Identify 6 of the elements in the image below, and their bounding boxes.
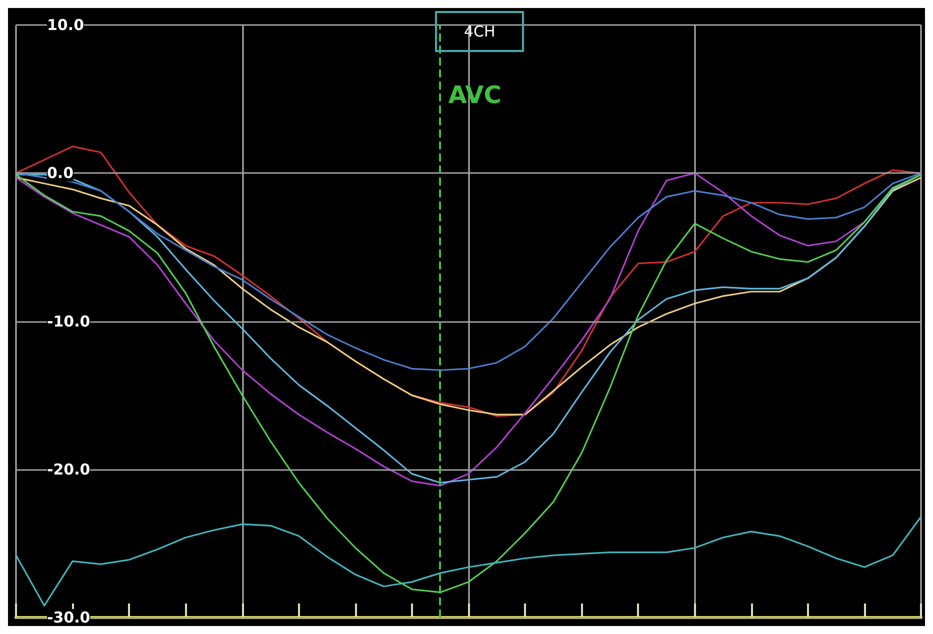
y-tick-label: -30.0 <box>47 608 90 626</box>
y-tick-label: -20.0 <box>47 460 90 478</box>
y-tick-label: -10.0 <box>47 312 90 330</box>
y-tick-label: 0.0 <box>47 164 74 182</box>
y-tick-label: 10.0 <box>47 16 84 34</box>
line-series <box>15 516 922 606</box>
